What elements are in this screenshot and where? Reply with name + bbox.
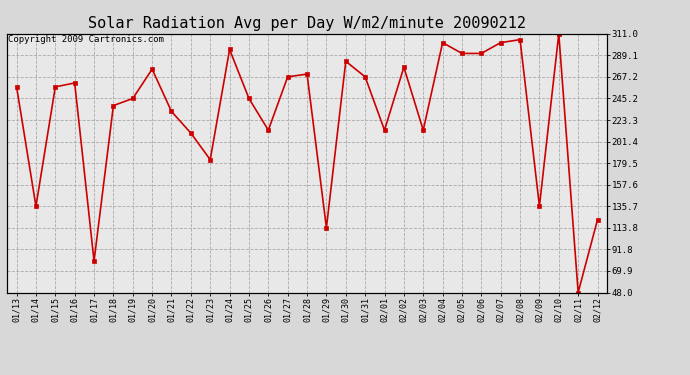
Text: Copyright 2009 Cartronics.com: Copyright 2009 Cartronics.com — [8, 35, 164, 44]
Title: Solar Radiation Avg per Day W/m2/minute 20090212: Solar Radiation Avg per Day W/m2/minute … — [88, 16, 526, 31]
